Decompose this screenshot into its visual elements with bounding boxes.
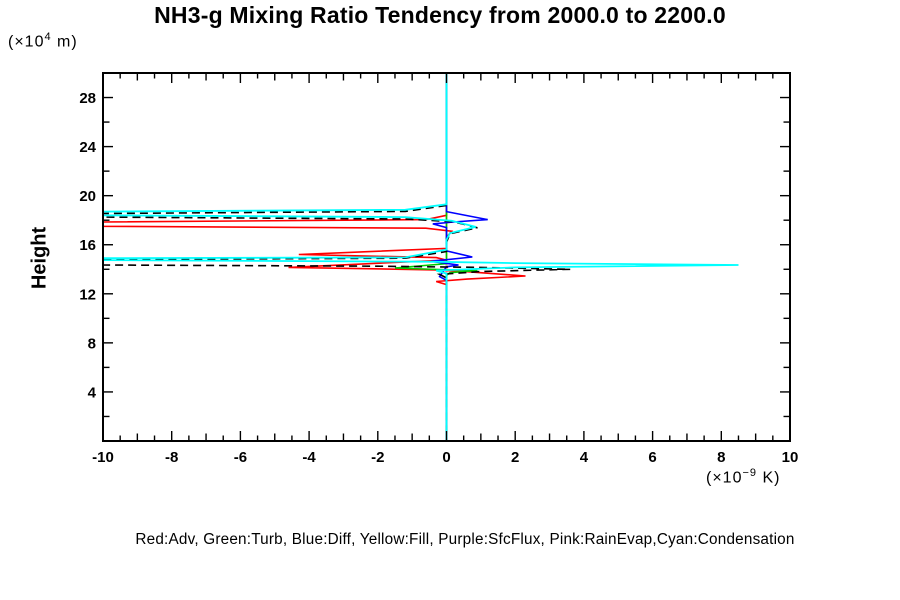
x-axis-unit-label: (×10−9 K) [706, 467, 780, 487]
x-tick-label: -4 [302, 449, 316, 466]
series-diff [430, 73, 488, 441]
x-tick-label: 2 [511, 449, 519, 466]
x-tick-label: -2 [371, 449, 384, 466]
x-unit-exponent: −9 [742, 467, 758, 479]
y-tick-label: 16 [79, 237, 96, 254]
x-tick-label: 4 [580, 449, 589, 466]
legend: Red:Adv, Green:Turb, Blue:Diff, Yellow:F… [135, 531, 795, 548]
y-tick-label: 8 [88, 335, 96, 352]
y-tick-label: 24 [79, 139, 96, 156]
x-tick-label: -10 [92, 449, 114, 466]
y-unit-base: (×10 [8, 33, 45, 51]
x-tick-label: 10 [782, 449, 799, 466]
x-unit-rest: K) [757, 469, 781, 487]
y-tick-label: 12 [79, 286, 96, 303]
plot-frame [102, 72, 791, 442]
x-tick-label: 8 [717, 449, 725, 466]
y-tick-label: 20 [79, 188, 96, 205]
series-total [102, 204, 571, 441]
x-tick-label: 0 [442, 449, 450, 466]
x-tick-label: -6 [234, 449, 247, 466]
x-unit-base: (×10 [706, 469, 743, 487]
y-tick-label: 28 [79, 90, 96, 107]
y-unit-rest: m) [51, 33, 78, 51]
x-tick-label: 6 [648, 449, 656, 466]
y-axis-unit-label: (×104 m) [8, 31, 78, 51]
y-tick-label: 4 [88, 384, 97, 401]
x-tick-label: -8 [165, 449, 178, 466]
y-unit-exponent: 4 [44, 31, 52, 43]
chart-title: NH3-g Mixing Ratio Tendency from 2000.0 … [154, 2, 726, 28]
